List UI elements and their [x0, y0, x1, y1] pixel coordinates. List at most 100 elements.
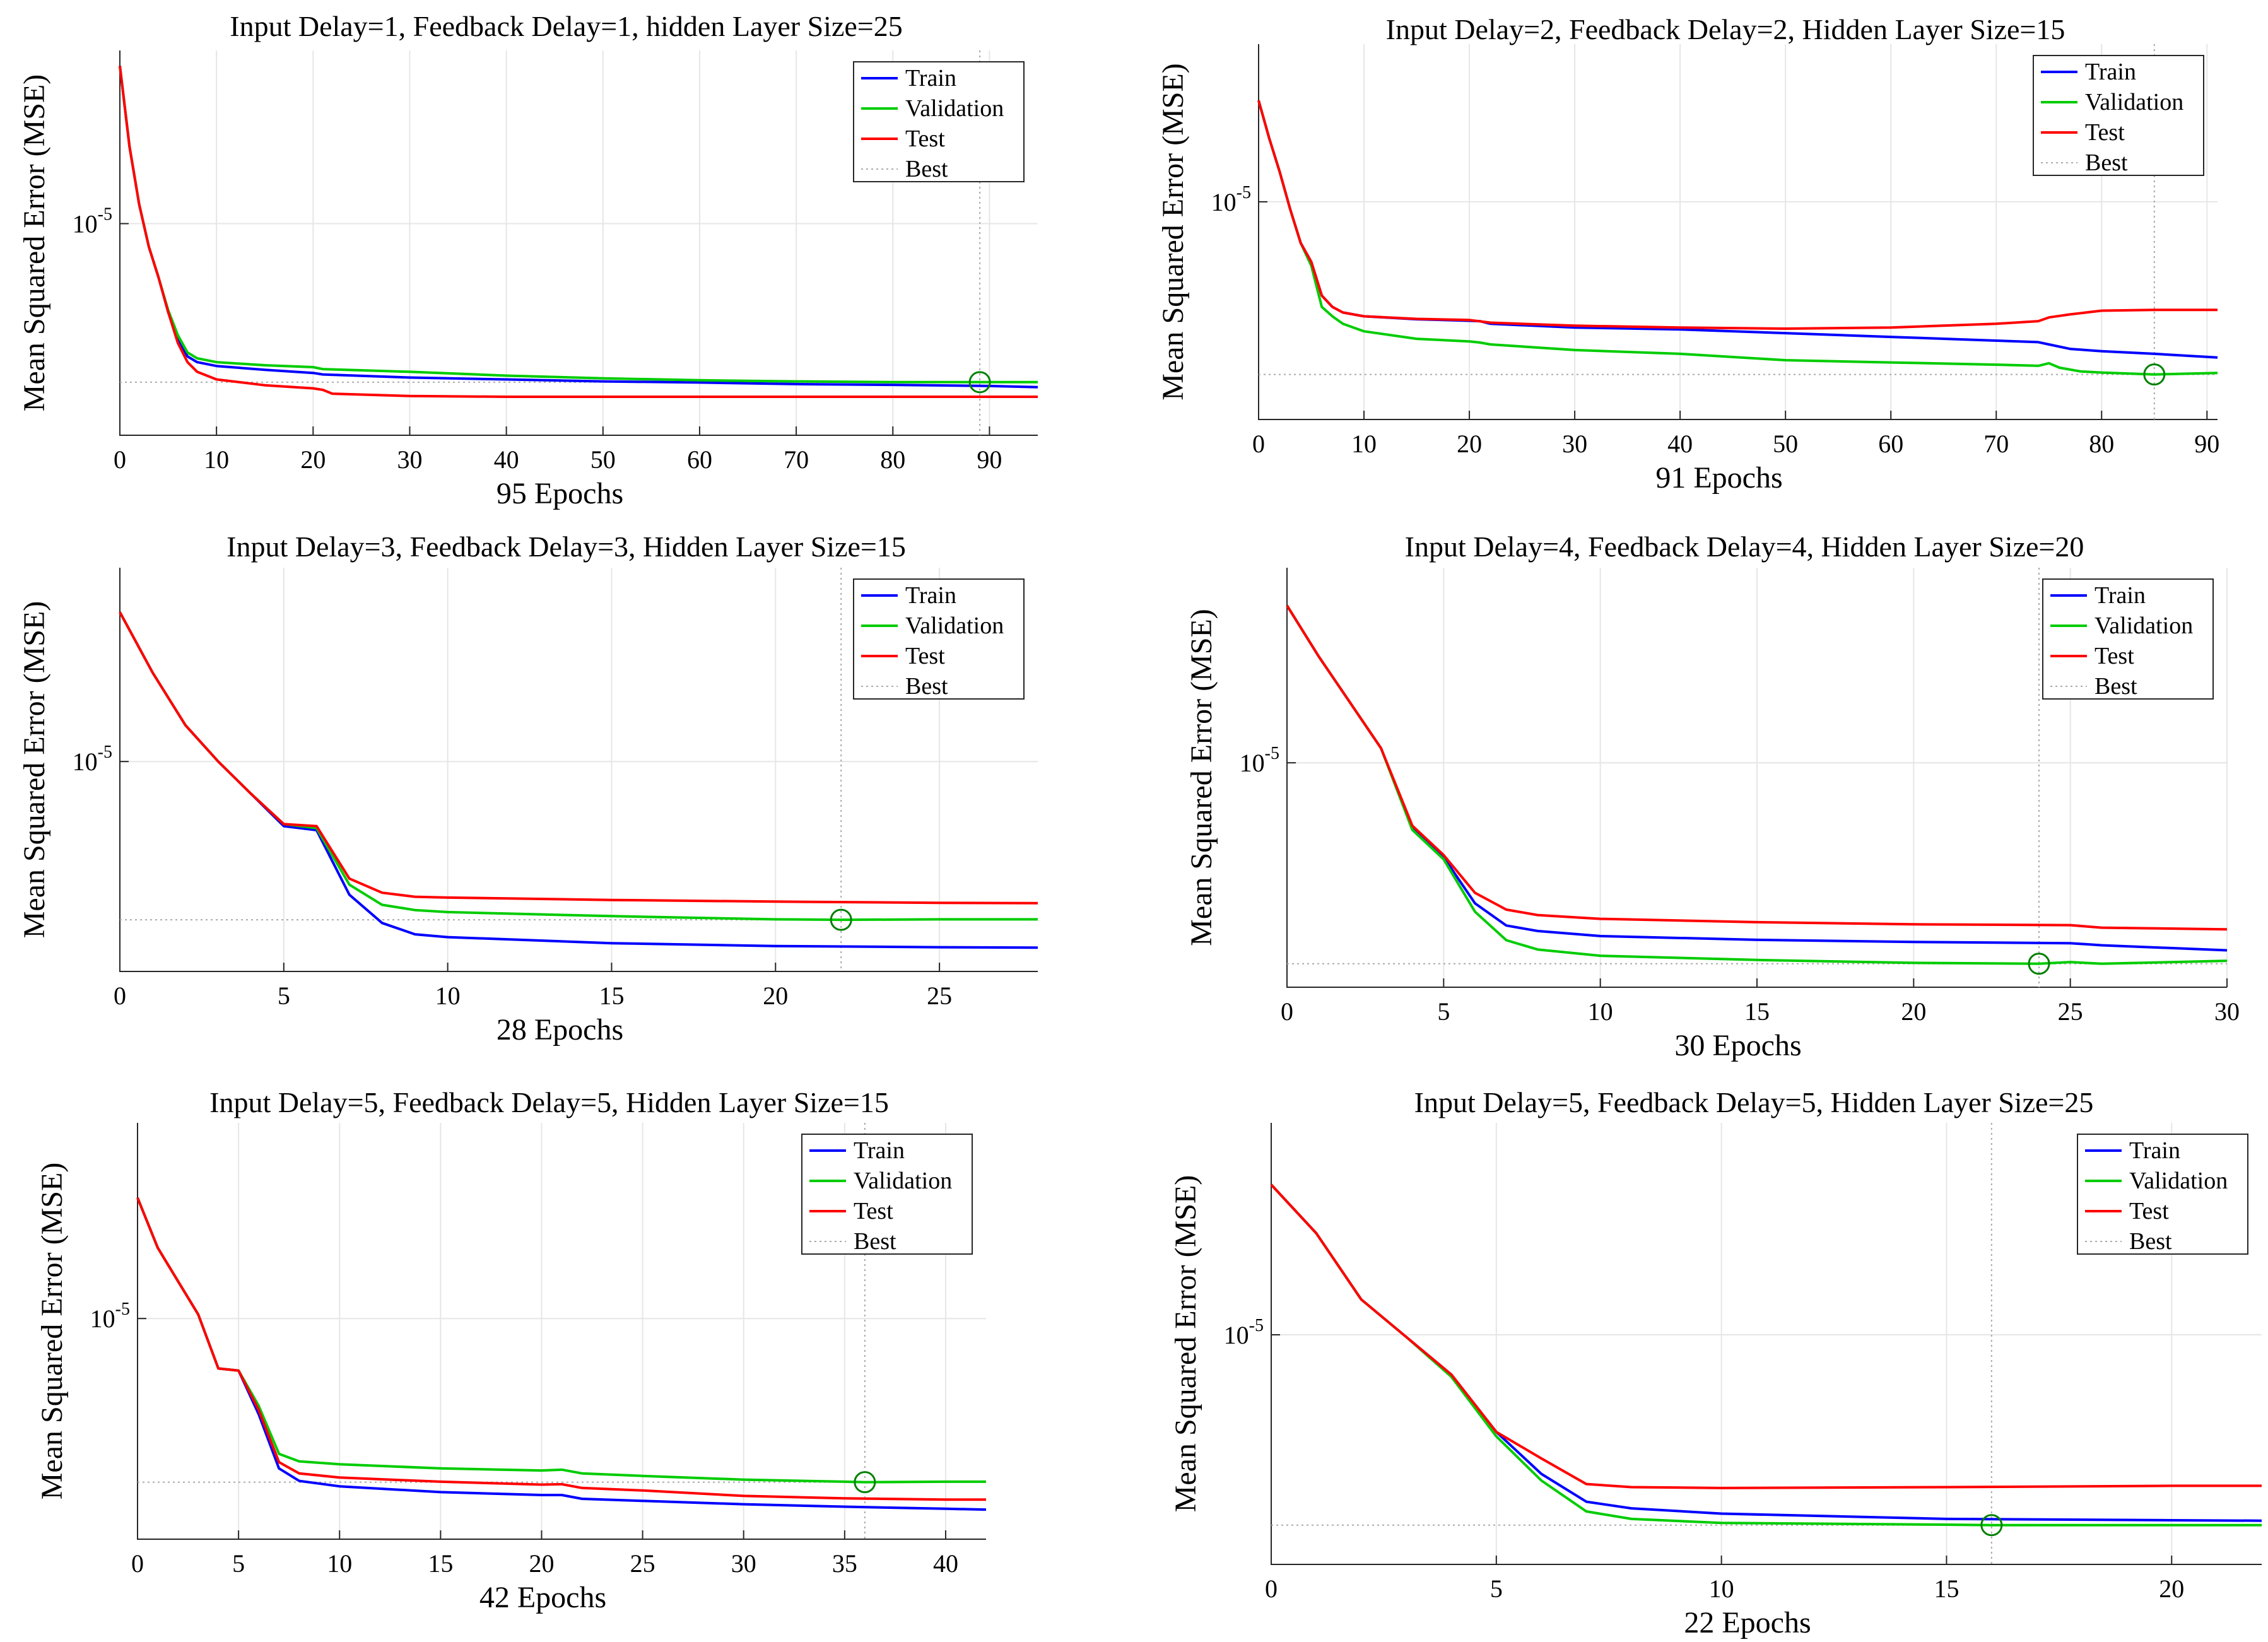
legend-label-best: Best — [905, 156, 948, 182]
series-line-test — [136, 1197, 986, 1501]
x-tick-label: 25 — [927, 982, 952, 1010]
y-axis-label: Mean Squared Error (MSE) — [18, 601, 51, 939]
best-marker — [830, 908, 852, 931]
best-marker — [2028, 953, 2050, 975]
x-tick-label: 30 — [2214, 997, 2240, 1026]
x-tick-label: 70 — [1983, 430, 2009, 458]
legend-label-best: Best — [2095, 673, 2137, 700]
x-tick-label: 50 — [591, 445, 616, 474]
x-tick-label: 80 — [2089, 430, 2114, 458]
x-tick-label: 15 — [428, 1549, 453, 1578]
legend — [2033, 55, 2204, 176]
legend-label-train: Train — [854, 1137, 905, 1164]
x-tick-label: 20 — [1901, 997, 1926, 1026]
x-tick-label: 20 — [529, 1549, 554, 1578]
y-axis-label: Mean Squared Error (MSE) — [1185, 609, 1218, 946]
x-tick-label: 60 — [687, 445, 712, 474]
legend-label-train: Train — [905, 582, 956, 609]
legend-label-test: Test — [2085, 119, 2125, 146]
chart-title: Input Delay=3, Feedback Delay=3, Hidden … — [226, 531, 906, 563]
y-tick-label: 10-5 — [1211, 183, 1251, 216]
x-tick-label: 90 — [2194, 430, 2219, 458]
chart-title: Input Delay=2, Feedback Delay=2, Hidden … — [1386, 13, 2065, 45]
x-axis-label: 91 Epochs — [1655, 461, 1782, 495]
series-line-test — [1257, 100, 2218, 330]
x-tick-label: 10 — [1709, 1575, 1734, 1603]
x-tick-label: 0 — [114, 982, 126, 1010]
y-axis-label: Mean Squared Error (MSE) — [1169, 1175, 1202, 1513]
legend-label-test: Test — [854, 1198, 893, 1224]
series-line-test — [1270, 1183, 2262, 1489]
legend-label-test: Test — [2095, 643, 2134, 669]
legend-label-train: Train — [2095, 582, 2146, 609]
x-tick-label: 15 — [599, 982, 624, 1010]
x-tick-label: 10 — [1588, 997, 1613, 1026]
chart-panel-2: 0 10 20 30 40 50 60 70 80 90 10-5 Input Delay=2, Fe… — [1156, 13, 2219, 495]
y-tick-label: 10-5 — [1240, 744, 1279, 777]
x-axis-label: 42 Epochs — [479, 1581, 606, 1614]
legend — [853, 61, 1025, 182]
x-tick-label: 15 — [1934, 1575, 1959, 1603]
chart-panel-5: 0 5 10 15 20 25 30 35 40 10-5 Input Delay=5, Feedb… — [35, 1086, 987, 1614]
x-tick-label: 25 — [630, 1549, 655, 1578]
x-axis-label: 28 Epochs — [496, 1013, 623, 1047]
chart-panel-6: 0 5 10 15 20 10-5 Input Delay=5, Feedback Dela… — [1169, 1086, 2262, 1639]
x-axis-label: 22 Epochs — [1684, 1606, 1811, 1639]
y-tick-label: 10-5 — [73, 205, 112, 238]
x-tick-label: 5 — [232, 1549, 245, 1578]
best-marker — [1980, 1514, 2003, 1537]
x-tick-label: 30 — [731, 1549, 756, 1578]
legend-label-best: Best — [2085, 150, 2128, 176]
x-tick-label: 30 — [397, 445, 422, 474]
chart-title: Input Delay=4, Feedback Delay=4, Hidden … — [1405, 531, 2084, 563]
best-marker — [854, 1471, 876, 1494]
x-tick-label: 5 — [1437, 997, 1450, 1026]
x-tick-label: 0 — [1252, 430, 1265, 458]
y-tick-label: 10-5 — [1224, 1316, 1264, 1349]
x-tick-label: 5 — [1490, 1575, 1503, 1603]
best-marker — [968, 371, 991, 394]
y-axis-label: Mean Squared Error (MSE) — [35, 1163, 69, 1500]
legend-label-best: Best — [854, 1228, 896, 1255]
legend — [853, 578, 1025, 700]
legend-label-test: Test — [905, 643, 945, 669]
x-tick-label: 40 — [494, 445, 519, 474]
x-tick-label: 70 — [784, 445, 809, 474]
x-tick-label: 20 — [1457, 430, 1482, 458]
legend — [2077, 1134, 2248, 1255]
x-tick-label: 20 — [763, 982, 788, 1010]
legend-label-validation: Validation — [2129, 1168, 2228, 1194]
best-marker — [2143, 363, 2166, 386]
legend-label-train: Train — [2129, 1137, 2180, 1164]
legend — [2042, 578, 2214, 700]
x-tick-label: 20 — [2159, 1575, 2184, 1603]
legend-label-validation: Validation — [2095, 613, 2193, 639]
legend-label-test: Test — [2129, 1198, 2169, 1224]
x-tick-label: 15 — [1744, 997, 1770, 1026]
x-tick-label: 0 — [131, 1549, 144, 1578]
legend-label-best: Best — [905, 673, 948, 700]
chart-panel-3: 0 5 10 15 20 25 10-5 Input Delay=3, Feedback De… — [18, 531, 1038, 1047]
legend — [801, 1134, 973, 1255]
series-line-test — [1286, 604, 2228, 931]
x-tick-label: 0 — [1265, 1575, 1278, 1603]
legend-label-best: Best — [2129, 1228, 2172, 1255]
y-axis-label: Mean Squared Error (MSE) — [18, 74, 51, 412]
legend-label-validation: Validation — [2085, 89, 2183, 115]
chart-panel-4: 0 5 10 15 20 25 30 10-5 Input Delay=4, Feedback … — [1185, 531, 2240, 1062]
x-tick-label: 25 — [2058, 997, 2083, 1026]
series-line-test — [119, 611, 1038, 905]
x-tick-label: 0 — [1281, 997, 1293, 1026]
x-tick-label: 5 — [278, 982, 290, 1010]
legend-label-train: Train — [905, 65, 956, 91]
legend-label-train: Train — [2085, 59, 2136, 85]
x-tick-label: 50 — [1773, 430, 1798, 458]
legend-label-validation: Validation — [905, 613, 1004, 639]
y-axis-label: Mean Squared Error (MSE) — [1156, 63, 1190, 401]
chart-title: Input Delay=5, Feedback Delay=5, Hidden … — [209, 1086, 889, 1118]
x-tick-label: 0 — [114, 445, 126, 474]
y-tick-label: 10-5 — [73, 742, 112, 776]
y-tick-label: 10-5 — [90, 1299, 130, 1333]
chart-panel-1: 0 10 20 30 40 50 60 70 80 90 10-5 Input Delay=1, Fe… — [18, 10, 1038, 510]
x-axis-label: 30 Epochs — [1674, 1029, 1801, 1062]
